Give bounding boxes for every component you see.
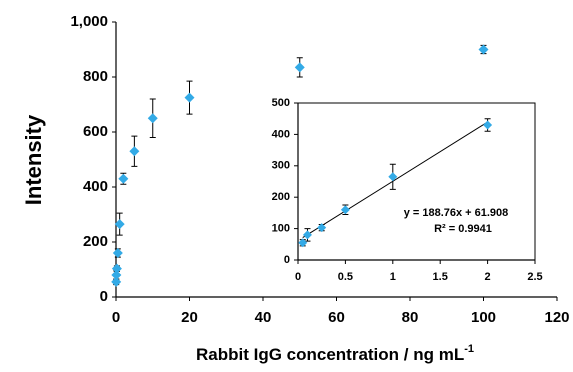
y-tick-label: 100 [272,223,290,235]
annotation: y = 188.76x + 61.908 [404,207,509,219]
y-tick-label: 200 [272,191,290,203]
y-tick-label: 800 [83,68,108,85]
y-tick-label: 500 [272,97,290,109]
x-tick-label: 60 [328,309,345,326]
x-tick-label: 80 [402,309,419,326]
x-tick-label: 2 [485,271,491,283]
y-tick-label: 400 [272,128,290,140]
data-point [317,223,327,233]
y-tick-label: 200 [83,233,108,250]
x-tick-label: 0.5 [338,271,353,283]
data-point [118,173,129,184]
x-tick-label: 120 [544,309,569,326]
data-point [478,44,489,55]
x-axis-label-main: Rabbit IgG concentration / ng mL [196,345,464,364]
y-tick-label: 400 [83,178,108,195]
y-tick-label: 1,000 [70,13,108,30]
data-point [129,146,140,157]
y-axis-label: Intensity [21,114,46,205]
y-tick-label: 0 [284,254,290,266]
trendline [302,121,488,239]
x-axis-label: Rabbit IgG concentration / ng mL-1 [196,343,474,365]
x-tick-label: 0 [112,309,120,326]
data-point [298,238,308,248]
y-tick-label: 0 [100,288,108,305]
x-tick-label: 20 [181,309,198,326]
data-point [294,62,305,73]
data-point [111,263,122,274]
x-tick-label: 2.5 [527,271,542,283]
data-point [147,113,158,124]
x-tick-label: 1 [390,271,396,283]
x-tick-label: 1.5 [433,271,448,283]
data-point [111,270,122,280]
data-point [112,248,123,258]
y-tick-label: 600 [83,123,108,140]
data-point [340,205,350,215]
data-point [111,276,122,287]
x-tick-label: 100 [471,309,496,326]
x-axis-label-sup: -1 [464,343,474,355]
x-tick-label: 40 [255,309,272,326]
data-point [114,219,125,230]
data-point [184,92,195,103]
data-point [302,230,312,240]
x-tick-label: 0 [295,271,301,283]
data-point [483,120,493,130]
data-point [388,172,398,182]
inset-frame [297,102,536,261]
y-tick-label: 300 [272,160,290,172]
annotation: R² = 0.9941 [434,223,492,235]
